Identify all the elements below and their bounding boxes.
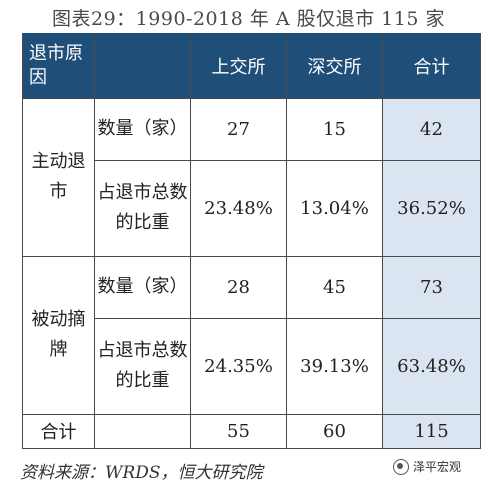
wechat-logo-icon: [393, 458, 409, 475]
cell-szse: 15: [286, 97, 383, 161]
total-row: 合计 55 60 115: [22, 413, 481, 449]
table-row: 占退市总数的比重 23.48% 13.04% 36.52%: [23, 159, 481, 257]
cell-sse: 23.48%: [190, 159, 287, 257]
cell-sse: 27: [190, 97, 287, 161]
cell-total: 36.52%: [382, 159, 481, 257]
cell-szse: 45: [286, 255, 383, 319]
delisting-table: 退市原因 上交所 深交所 合计 主动退市 数量（家） 27 15 42 占退市总…: [22, 33, 481, 449]
header-sse: 上交所: [190, 33, 287, 99]
header-total: 合计: [382, 33, 481, 99]
header-reason: 退市原因: [22, 33, 95, 99]
brand-logo: 泽平宏观: [393, 458, 461, 475]
cell-total: 73: [382, 255, 481, 319]
group-label-active: 主动退市: [22, 97, 95, 257]
cell-total: 63.48%: [382, 317, 481, 415]
cell-sse: 24.35%: [190, 317, 287, 415]
total-blank: [94, 413, 191, 449]
total-label: 合计: [22, 413, 95, 449]
header-row: 退市原因 上交所 深交所 合计: [22, 33, 481, 99]
group-label-passive: 被动摘牌: [22, 255, 95, 415]
total-szse: 60: [286, 413, 383, 449]
cell-szse: 13.04%: [286, 159, 383, 257]
table-row: 被动摘牌 数量（家） 28 45 73: [22, 255, 481, 415]
header-blank: [94, 33, 191, 99]
cell-sse: 28: [190, 255, 287, 319]
metric-label: 数量（家）: [94, 255, 191, 319]
brand-name: 泽平宏观: [413, 460, 462, 474]
table-row: 主动退市 数量（家） 27 15 42: [22, 97, 481, 257]
metric-label: 占退市总数的比重: [94, 159, 191, 257]
total-total: 115: [382, 413, 481, 449]
source-note: 资料来源：WRDS，恒大研究院: [20, 463, 263, 483]
metric-label: 数量（家）: [94, 97, 191, 161]
metric-label: 占退市总数的比重: [94, 317, 191, 415]
cell-total: 42: [382, 97, 481, 161]
table-row: 占退市总数的比重 24.35% 39.13% 63.48%: [23, 317, 481, 415]
total-sse: 55: [190, 413, 287, 449]
header-szse: 深交所: [286, 33, 383, 99]
table-title: 图表29：1990-2018 年 A 股仅退市 115 家: [52, 8, 445, 30]
cell-szse: 39.13%: [286, 317, 383, 415]
